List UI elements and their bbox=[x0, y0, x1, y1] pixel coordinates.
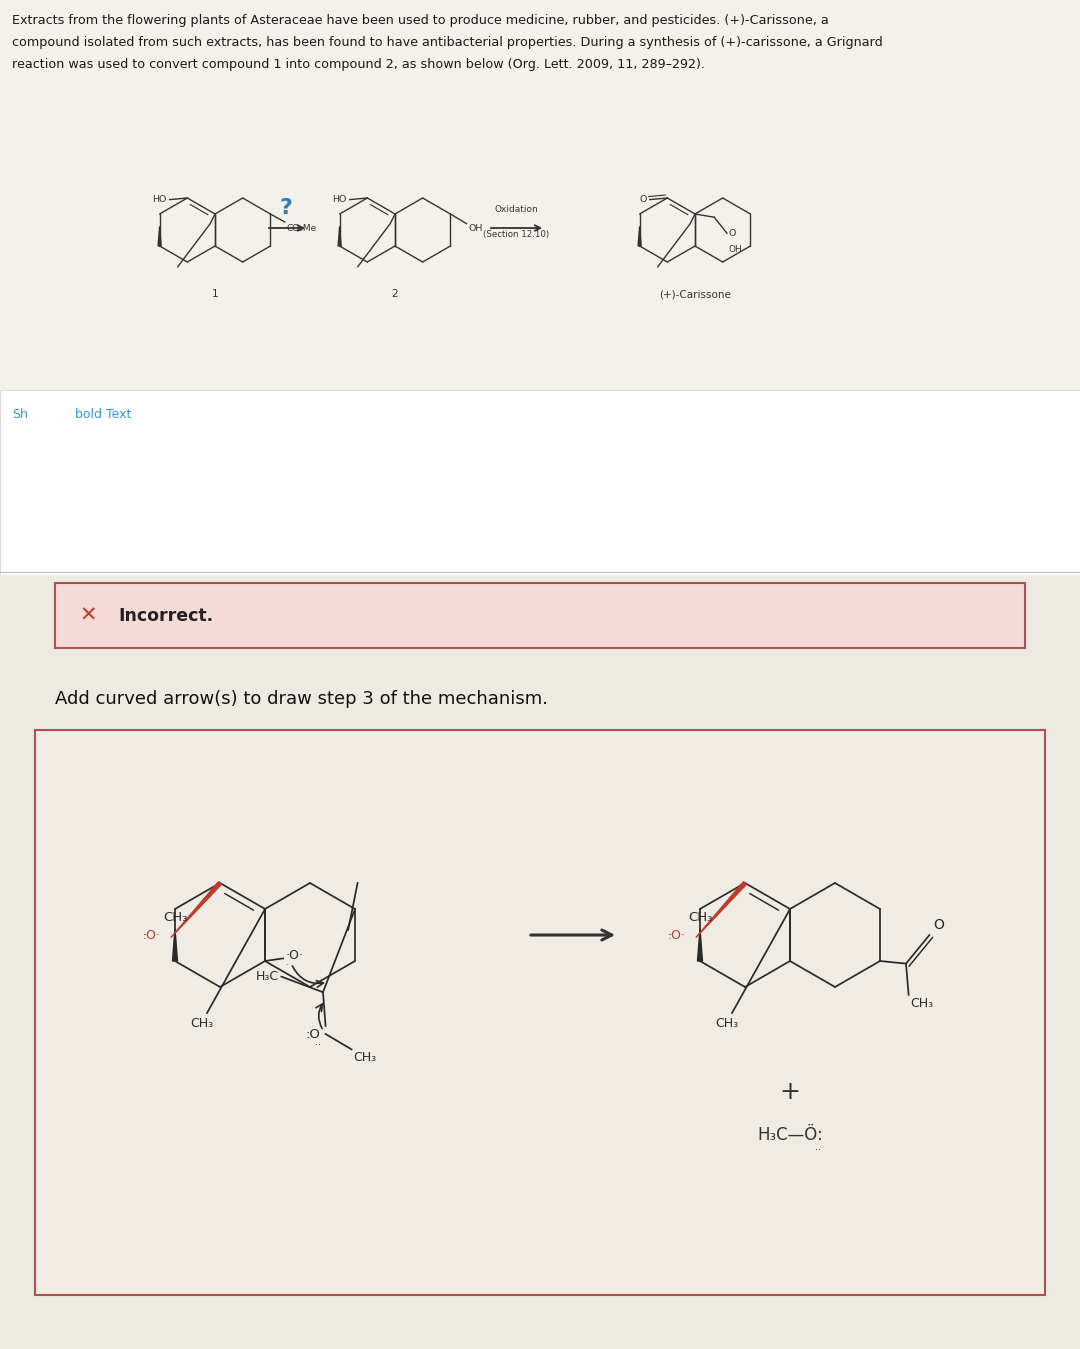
Text: Incorrect.: Incorrect. bbox=[118, 607, 213, 625]
Text: CH₃: CH₃ bbox=[353, 1051, 377, 1064]
Text: ·O·: ·O· bbox=[285, 948, 303, 962]
Bar bbox=[0, 0, 1080, 390]
Polygon shape bbox=[338, 227, 341, 246]
FancyArrowPatch shape bbox=[315, 1004, 322, 1028]
Text: CO₂Me: CO₂Me bbox=[287, 224, 318, 233]
Text: compound isolated from such extracts, has been found to have antibacterial prope: compound isolated from such extracts, ha… bbox=[12, 36, 882, 49]
Text: ··: ·· bbox=[314, 1040, 321, 1050]
Text: ?: ? bbox=[280, 198, 293, 219]
Text: CH₃: CH₃ bbox=[190, 1017, 214, 1031]
Text: HO: HO bbox=[152, 196, 166, 204]
FancyArrowPatch shape bbox=[293, 966, 323, 987]
FancyBboxPatch shape bbox=[55, 583, 1025, 648]
Text: Add curved arrow(s) to draw step 3 of the mechanism.: Add curved arrow(s) to draw step 3 of th… bbox=[55, 689, 548, 708]
Text: (Section 12.10): (Section 12.10) bbox=[483, 229, 549, 239]
Text: (+)-Carissone: (+)-Carissone bbox=[659, 289, 731, 299]
Text: CH₃: CH₃ bbox=[910, 997, 934, 1010]
Text: :: : bbox=[144, 931, 147, 940]
Text: +: + bbox=[780, 1081, 800, 1103]
Bar bbox=[0, 390, 1080, 575]
Text: CH₃: CH₃ bbox=[163, 911, 187, 924]
Polygon shape bbox=[698, 928, 702, 960]
Text: HO: HO bbox=[333, 196, 347, 204]
FancyBboxPatch shape bbox=[35, 730, 1045, 1295]
Polygon shape bbox=[171, 882, 221, 938]
Text: :: : bbox=[669, 931, 672, 940]
Text: Oxidation: Oxidation bbox=[495, 205, 538, 214]
Text: OH: OH bbox=[469, 224, 483, 232]
Text: reaction was used to convert compound 1 into compound 2, as shown below (Org. Le: reaction was used to convert compound 1 … bbox=[12, 58, 705, 71]
Text: O: O bbox=[639, 196, 647, 204]
Polygon shape bbox=[173, 928, 177, 960]
Bar bbox=[0, 575, 1080, 1349]
Text: ·O·: ·O· bbox=[667, 929, 686, 942]
Text: ·: · bbox=[285, 960, 287, 970]
Text: ··: ·· bbox=[815, 1145, 821, 1155]
Text: OH: OH bbox=[729, 246, 743, 254]
Text: 2: 2 bbox=[392, 289, 399, 299]
Text: ·O·: ·O· bbox=[143, 929, 161, 942]
Text: CH₃: CH₃ bbox=[688, 911, 712, 924]
Text: 1: 1 bbox=[212, 289, 218, 299]
Text: Extracts from the flowering plants of Asteraceae have been used to produce medic: Extracts from the flowering plants of As… bbox=[12, 13, 828, 27]
Text: O: O bbox=[933, 919, 944, 932]
Text: Sh: Sh bbox=[12, 407, 28, 421]
Text: H₃C—Ö:: H₃C—Ö: bbox=[757, 1126, 823, 1144]
Text: H₃C: H₃C bbox=[255, 970, 279, 983]
Text: O: O bbox=[729, 229, 737, 237]
Text: CH₃: CH₃ bbox=[715, 1017, 739, 1031]
Polygon shape bbox=[638, 227, 642, 246]
Text: ✕: ✕ bbox=[79, 606, 97, 626]
Polygon shape bbox=[696, 882, 746, 938]
Polygon shape bbox=[158, 227, 161, 246]
Text: :O: :O bbox=[306, 1028, 321, 1041]
Text: bold Text: bold Text bbox=[75, 407, 132, 421]
